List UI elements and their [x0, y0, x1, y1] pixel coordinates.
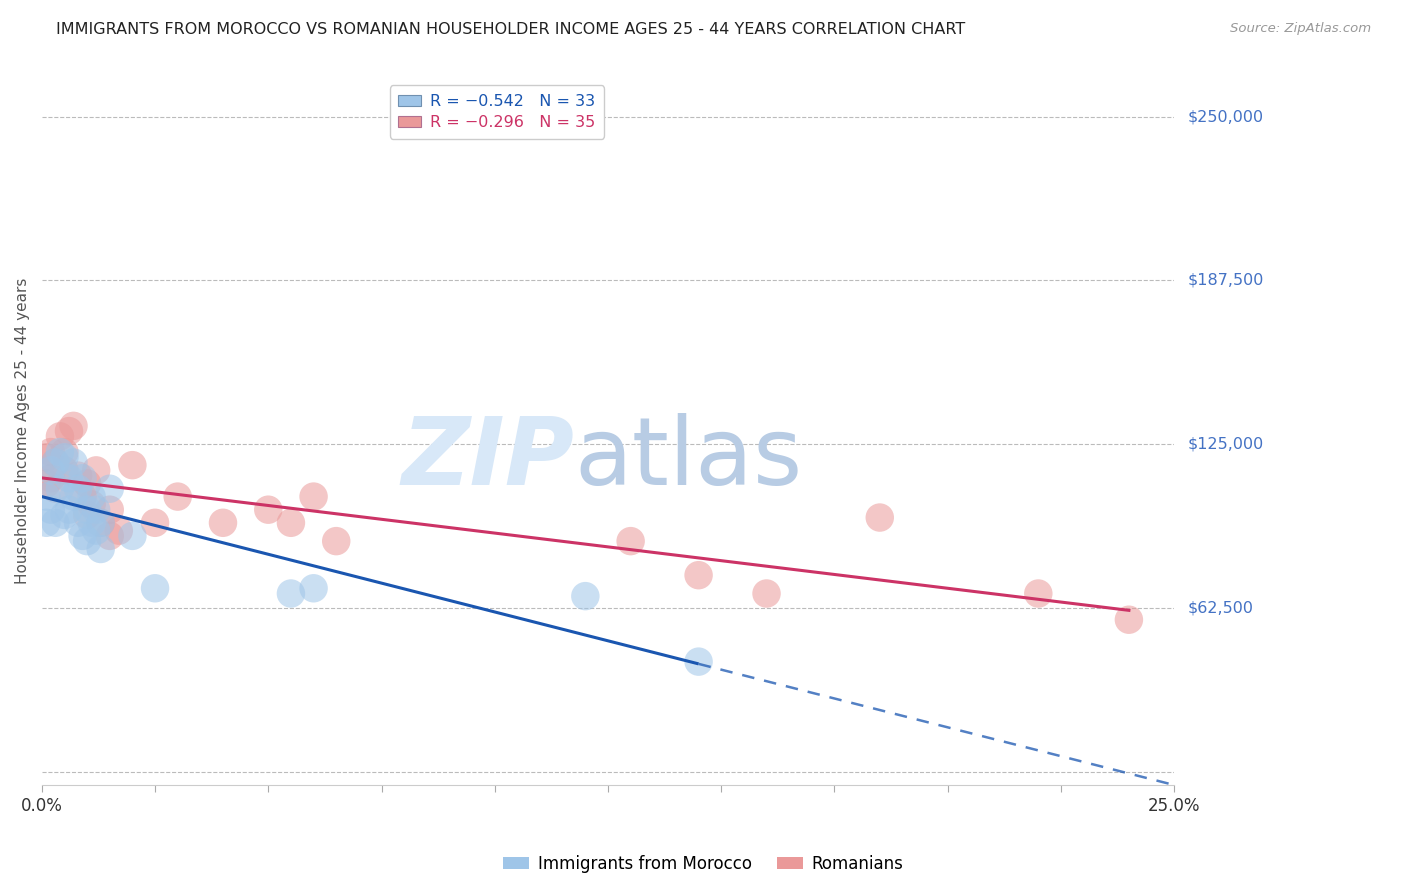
Point: [84, 502, 107, 516]
Point: [35, 476, 58, 491]
Point: [72, 471, 94, 485]
Point: [76, 476, 98, 491]
Point: [688, 655, 710, 669]
Point: [108, 524, 131, 538]
Point: [72, 490, 94, 504]
Text: ZIP: ZIP: [401, 413, 574, 506]
Point: [53, 445, 76, 459]
Point: [53, 463, 76, 477]
Text: IMMIGRANTS FROM MOROCCO VS ROMANIAN HOUSEHOLDER INCOME AGES 25 - 44 YEARS CORREL: IMMIGRANTS FROM MOROCCO VS ROMANIAN HOUS…: [56, 22, 966, 37]
Point: [62, 490, 84, 504]
Point: [98, 529, 121, 543]
Point: [325, 534, 347, 549]
Point: [49, 429, 72, 443]
Point: [280, 516, 302, 530]
Point: [90, 516, 112, 530]
Text: Source: ZipAtlas.com: Source: ZipAtlas.com: [1230, 22, 1371, 36]
Point: [755, 586, 778, 600]
Point: [257, 502, 280, 516]
Text: $250,000: $250,000: [1188, 109, 1264, 124]
Point: [143, 582, 166, 596]
Point: [49, 482, 72, 496]
Point: [212, 516, 235, 530]
Point: [35, 490, 58, 504]
Text: atlas: atlas: [574, 413, 803, 506]
Point: [62, 418, 84, 433]
Point: [1118, 613, 1140, 627]
Point: [620, 534, 643, 549]
Point: [143, 516, 166, 530]
Point: [44, 456, 66, 470]
Point: [302, 582, 325, 596]
Legend: Immigrants from Morocco, Romanians: Immigrants from Morocco, Romanians: [496, 848, 910, 880]
Point: [280, 586, 302, 600]
Point: [67, 468, 90, 483]
Point: [35, 516, 58, 530]
Point: [39, 445, 62, 459]
Point: [76, 508, 98, 522]
Point: [302, 490, 325, 504]
Text: $125,000: $125,000: [1188, 437, 1264, 451]
Text: $187,500: $187,500: [1188, 273, 1264, 288]
Point: [44, 482, 66, 496]
Point: [58, 424, 80, 438]
Point: [39, 502, 62, 516]
Point: [67, 516, 90, 530]
Point: [58, 471, 80, 485]
Point: [121, 529, 143, 543]
Point: [688, 568, 710, 582]
Point: [121, 458, 143, 472]
Point: [72, 529, 94, 543]
Point: [53, 508, 76, 522]
Point: [44, 456, 66, 470]
Point: [53, 450, 76, 465]
Point: [166, 490, 188, 504]
Point: [90, 516, 112, 530]
Point: [80, 498, 103, 512]
Point: [39, 463, 62, 477]
Point: [62, 456, 84, 470]
Point: [58, 502, 80, 516]
Point: [39, 471, 62, 485]
Point: [1026, 586, 1049, 600]
Point: [869, 510, 891, 524]
Point: [76, 502, 98, 516]
Point: [35, 450, 58, 465]
Point: [76, 534, 98, 549]
Point: [80, 490, 103, 504]
Point: [574, 589, 596, 603]
Point: [84, 524, 107, 538]
Point: [98, 482, 121, 496]
Point: [49, 445, 72, 459]
Point: [90, 541, 112, 556]
Point: [67, 482, 90, 496]
Text: $62,500: $62,500: [1188, 600, 1254, 615]
Point: [80, 516, 103, 530]
Point: [84, 463, 107, 477]
Point: [44, 516, 66, 530]
Point: [98, 502, 121, 516]
Y-axis label: Householder Income Ages 25 - 44 years: Householder Income Ages 25 - 44 years: [15, 278, 30, 584]
Legend: R = −0.542   N = 33, R = −0.296   N = 35: R = −0.542 N = 33, R = −0.296 N = 35: [389, 86, 605, 138]
